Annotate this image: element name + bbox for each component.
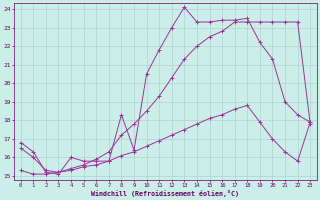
X-axis label: Windchill (Refroidissement éolien,°C): Windchill (Refroidissement éolien,°C) <box>92 190 239 197</box>
